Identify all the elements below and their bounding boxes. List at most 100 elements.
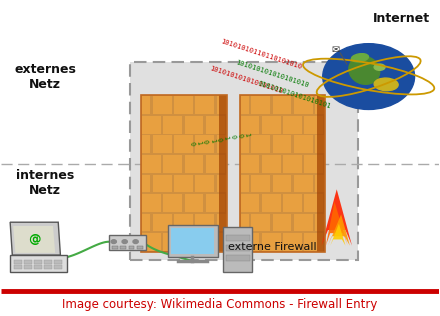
Bar (128, 246, 134, 249)
Bar (153, 214, 172, 231)
Ellipse shape (374, 64, 385, 70)
Bar (109, 235, 146, 250)
Text: externes
Netz: externes Netz (14, 63, 76, 91)
Bar (34, 260, 42, 264)
Bar (241, 194, 259, 212)
Bar (24, 265, 32, 269)
Bar (206, 155, 225, 173)
Text: @: @ (28, 233, 40, 246)
Bar (315, 96, 325, 114)
Polygon shape (10, 222, 60, 255)
Bar (251, 214, 270, 231)
Bar (142, 214, 150, 231)
Bar (44, 260, 51, 264)
Bar (241, 175, 249, 192)
Bar (241, 233, 259, 251)
Bar (251, 96, 270, 114)
Text: externe Firewall: externe Firewall (228, 242, 317, 252)
Ellipse shape (352, 54, 368, 62)
Bar (294, 214, 312, 231)
Bar (54, 260, 62, 264)
Circle shape (122, 240, 127, 244)
Bar (317, 95, 325, 252)
Bar (315, 175, 325, 192)
Bar (262, 194, 281, 212)
Bar (185, 116, 203, 134)
Bar (195, 136, 214, 153)
Bar (164, 194, 182, 212)
Text: internes
Netz: internes Netz (16, 169, 74, 197)
Text: 1
0
0
1
0
1
0
1
0: 1 0 0 1 0 1 0 1 0 (188, 132, 250, 147)
Polygon shape (13, 226, 55, 253)
Bar (44, 265, 51, 269)
Bar (142, 155, 161, 173)
Bar (241, 136, 249, 153)
Bar (141, 95, 227, 252)
Bar (241, 155, 259, 173)
Bar (34, 265, 42, 269)
Bar (226, 235, 250, 241)
Ellipse shape (349, 56, 380, 84)
Bar (185, 233, 203, 251)
Bar (195, 175, 214, 192)
Text: 101010101010101010: 101010101010101010 (209, 65, 283, 94)
Bar (315, 214, 325, 231)
Bar (54, 265, 62, 269)
Bar (217, 136, 227, 153)
Bar (217, 175, 227, 192)
Bar (171, 228, 214, 254)
Bar (206, 233, 225, 251)
Bar (240, 95, 325, 252)
Bar (164, 116, 182, 134)
Bar (272, 175, 291, 192)
Bar (304, 233, 323, 251)
Text: 10101010110110101010: 10101010110110101010 (220, 39, 303, 70)
Bar (262, 233, 281, 251)
Bar (174, 214, 193, 231)
Ellipse shape (374, 78, 398, 91)
Bar (24, 260, 32, 264)
Bar (315, 136, 325, 153)
Bar (283, 194, 302, 212)
Bar (153, 175, 172, 192)
Bar (164, 233, 182, 251)
Circle shape (133, 240, 138, 244)
Bar (294, 136, 312, 153)
Polygon shape (322, 189, 352, 246)
Bar (185, 155, 203, 173)
Bar (206, 194, 225, 212)
Bar (241, 96, 249, 114)
Bar (195, 96, 214, 114)
Bar (120, 246, 126, 249)
Bar (185, 194, 203, 212)
Bar (241, 214, 249, 231)
Bar (294, 175, 312, 192)
Bar (10, 255, 67, 272)
Bar (153, 136, 172, 153)
Bar (240, 95, 325, 252)
Bar (195, 214, 214, 231)
Bar (14, 265, 22, 269)
Bar (174, 175, 193, 192)
Bar (142, 96, 150, 114)
Bar (174, 136, 193, 153)
Text: ✉: ✉ (332, 45, 340, 55)
Bar (304, 155, 323, 173)
Bar (142, 233, 161, 251)
Bar (294, 96, 312, 114)
Text: 010101010101010101: 010101010101010101 (257, 81, 332, 110)
Circle shape (323, 44, 414, 109)
Bar (251, 175, 270, 192)
Bar (217, 214, 227, 231)
Circle shape (111, 240, 116, 244)
Bar (142, 136, 150, 153)
Bar (164, 155, 182, 173)
Bar (14, 260, 22, 264)
Text: Image courtesy: Wikimedia Commons - Firewall Entry: Image courtesy: Wikimedia Commons - Fire… (62, 298, 378, 311)
Polygon shape (328, 214, 350, 246)
Bar (262, 116, 281, 134)
Bar (142, 116, 161, 134)
Text: 101010101010101010: 101010101010101010 (235, 59, 310, 88)
Bar (241, 116, 259, 134)
Bar (272, 96, 291, 114)
